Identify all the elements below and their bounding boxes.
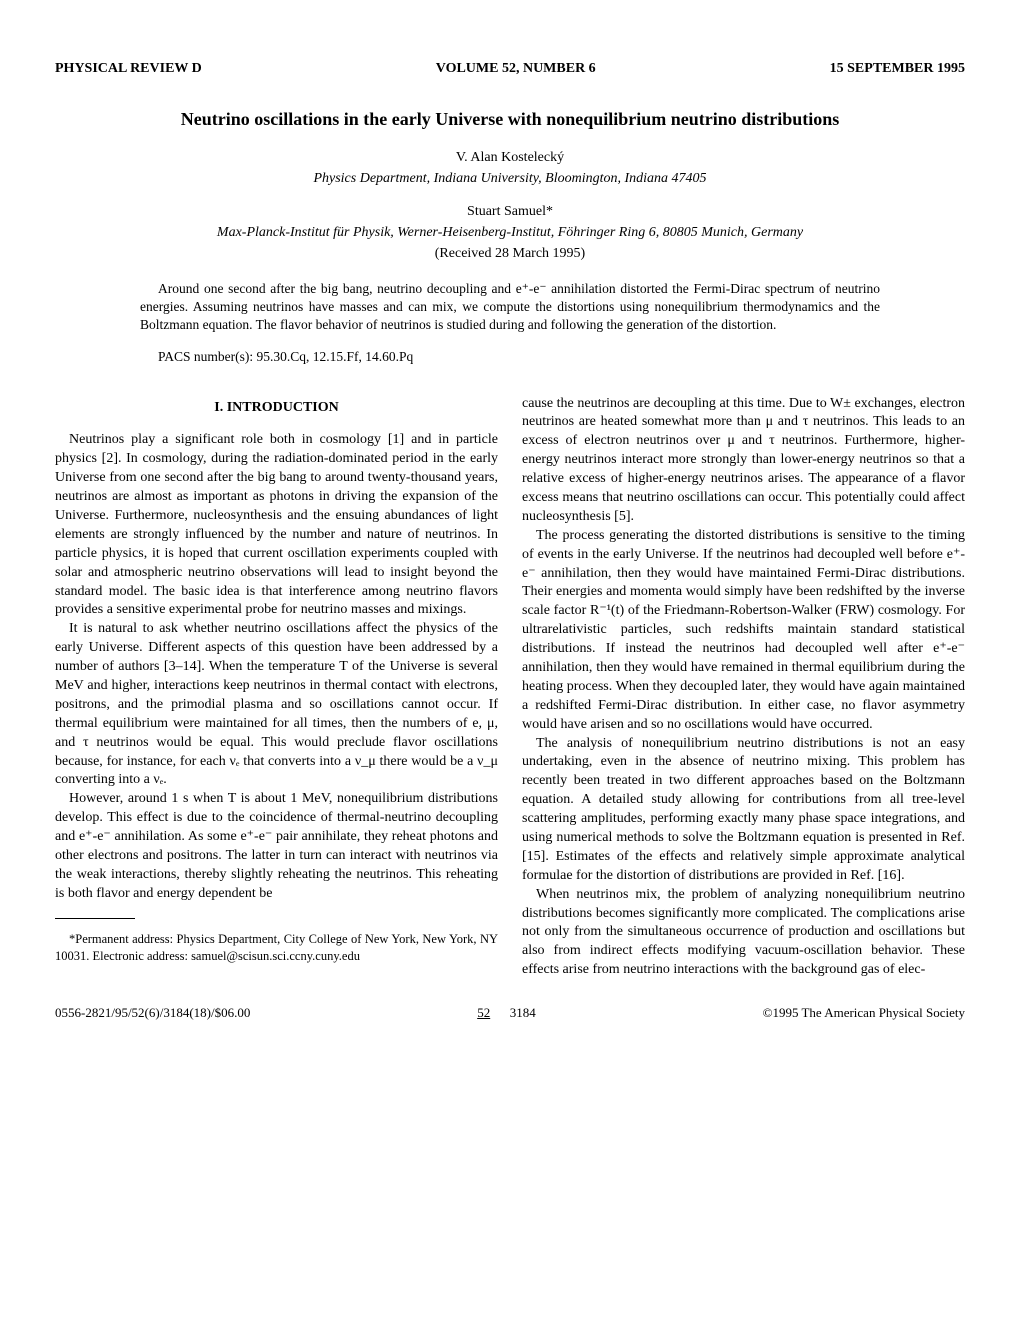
author-name-2: Stuart Samuel* bbox=[55, 203, 965, 222]
page-footer: 0556-2821/95/52(6)/3184(18)/$06.00 52 31… bbox=[55, 1004, 965, 1022]
footer-doi: 0556-2821/95/52(6)/3184(18)/$06.00 bbox=[55, 1004, 250, 1022]
section-heading: I. INTRODUCTION bbox=[55, 399, 498, 418]
received-date: (Received 28 March 1995) bbox=[55, 245, 965, 264]
journal-name: PHYSICAL REVIEW D bbox=[55, 60, 202, 79]
footer-copyright: ©1995 The American Physical Society bbox=[763, 1004, 965, 1022]
body-columns: I. INTRODUCTION Neutrinos play a signifi… bbox=[55, 395, 965, 981]
body-paragraph: It is natural to ask whether neutrino os… bbox=[55, 620, 498, 790]
footer-volume: 52 bbox=[477, 1005, 490, 1020]
body-paragraph: However, around 1 s when T is about 1 Me… bbox=[55, 790, 498, 903]
body-paragraph: cause the neutrinos are decoupling at th… bbox=[522, 395, 965, 527]
body-paragraph: Neutrinos play a significant role both i… bbox=[55, 431, 498, 620]
journal-header: PHYSICAL REVIEW D VOLUME 52, NUMBER 6 15… bbox=[55, 60, 965, 79]
volume-number: VOLUME 52, NUMBER 6 bbox=[436, 60, 596, 79]
body-paragraph: When neutrinos mix, the problem of analy… bbox=[522, 886, 965, 980]
footer-page: 3184 bbox=[510, 1005, 536, 1020]
author-affiliation-1: Physics Department, Indiana University, … bbox=[55, 170, 965, 189]
author-name-1: V. Alan Kostelecký bbox=[55, 149, 965, 168]
body-paragraph: The process generating the distorted dis… bbox=[522, 527, 965, 735]
author-affiliation-2: Max-Planck-Institut für Physik, Werner-H… bbox=[55, 224, 965, 243]
pacs-numbers: PACS number(s): 95.30.Cq, 12.15.Ff, 14.6… bbox=[140, 348, 880, 366]
footnote-text: *Permanent address: Physics Department, … bbox=[55, 931, 498, 965]
footnote-rule bbox=[55, 918, 135, 919]
abstract-text: Around one second after the big bang, ne… bbox=[140, 280, 880, 335]
paper-title: Neutrino oscillations in the early Unive… bbox=[55, 107, 965, 131]
issue-date: 15 SEPTEMBER 1995 bbox=[830, 60, 965, 79]
body-paragraph: The analysis of nonequilibrium neutrino … bbox=[522, 735, 965, 886]
